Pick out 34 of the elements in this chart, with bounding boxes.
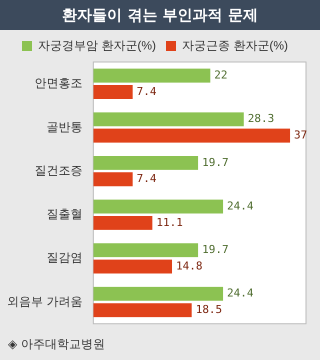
bar [93,112,244,126]
y-tick-label: 외음부 가려움 [6,294,82,308]
legend-label: 자궁근종 환자군(%) [182,38,288,52]
y-tick-label: 질감염 [46,250,82,265]
data-label: 18.5 [196,303,222,316]
legend-label: 자궁경부암 환자군(%) [38,38,156,52]
data-label: 24.4 [227,199,254,212]
y-tick-label: 안면홍조 [34,76,82,90]
data-label: 22 [214,68,228,82]
bar [93,243,198,258]
chart-title: 환자들이 겪는 부인과적 문제 [0,0,320,30]
bar [93,172,133,186]
y-tick-label: 질건조증 [34,163,82,178]
bar [93,216,152,230]
data-label: 28.3 [248,112,274,126]
bar [93,303,192,318]
data-label: 19.7 [202,243,229,256]
data-label: 24.4 [227,286,254,300]
data-label: 19.7 [202,156,229,169]
bar [93,156,198,170]
bar [93,85,133,99]
data-label: 14.8 [176,259,203,272]
y-tick-label: 질출혈 [46,207,82,222]
text: ◈ 아주대학교병원 [8,336,106,353]
bar [93,128,290,143]
bar [93,68,210,83]
data-label: 7.4 [136,84,157,98]
data-label: 7.4 [136,172,157,186]
data-label: 37 [294,128,308,142]
bar [93,260,172,274]
bar [93,200,224,214]
bar [93,286,224,301]
data-label: 11.1 [156,216,183,229]
y-tick-label: 골반통 [46,120,82,134]
